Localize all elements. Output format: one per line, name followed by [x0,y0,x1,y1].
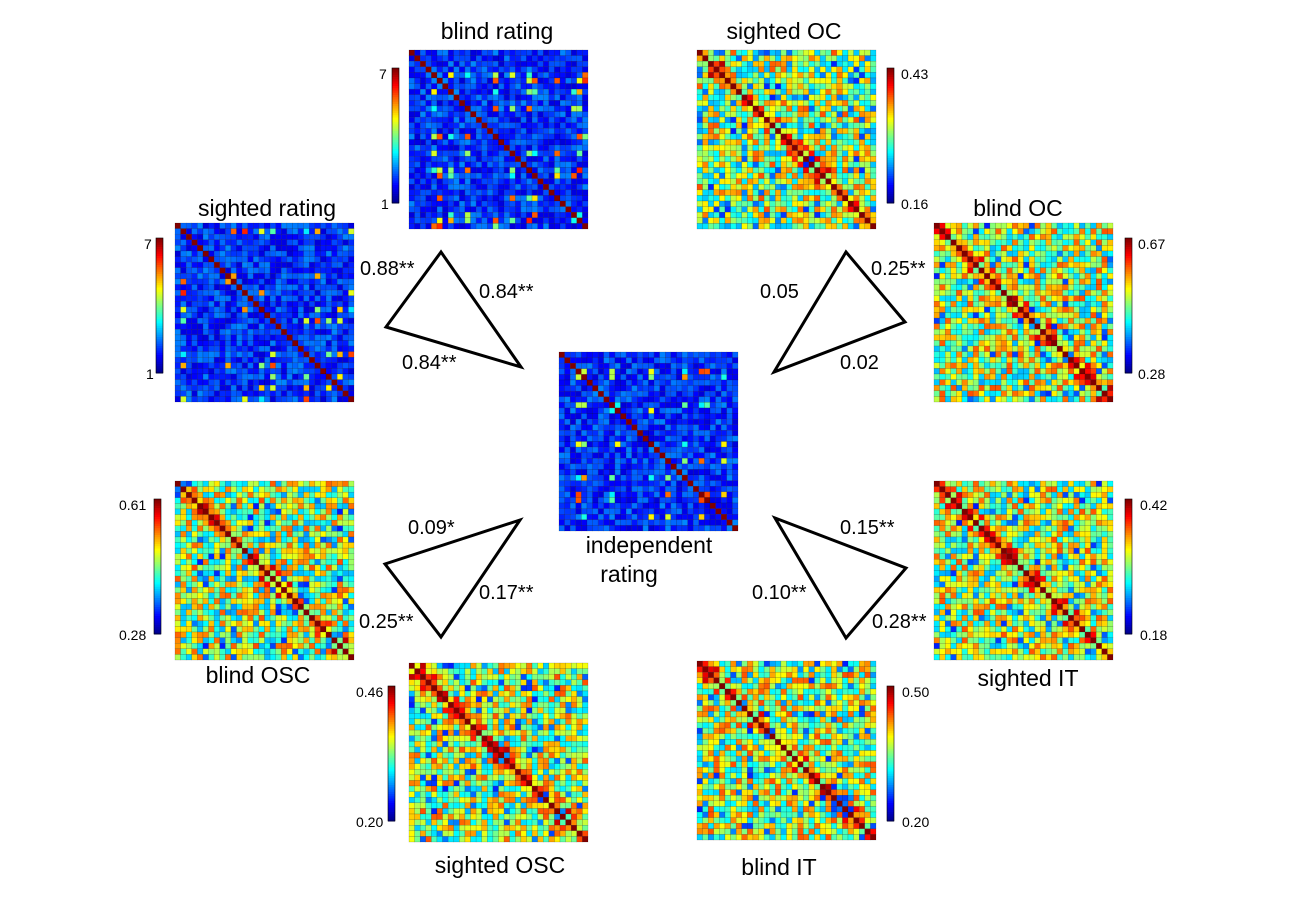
corr-rating-3: 0.84** [402,352,457,374]
cbar-max-blind-osc: 0.61 [119,497,147,513]
cbar-max-sighted-it: 0.42 [1140,497,1168,513]
corr-rating-2: 0.84** [479,281,534,303]
title-blind-it: blind IT [741,854,817,880]
matrix-independent-rating [558,351,739,532]
colorbar-sighted-oc [886,67,895,204]
corr-oc-2: 0.25** [871,258,926,280]
colorbar-sighted-rating [155,237,164,374]
osc-triangle [382,517,524,640]
corr-it-1: 0.15** [840,517,895,539]
cbar-min-sighted-it: 0.18 [1140,627,1168,643]
matrix-blind-oc [933,222,1114,403]
cbar-max-blind-it: 0.50 [902,684,930,700]
corr-it-2: 0.10** [752,582,807,604]
corr-oc-1: 0.05 [760,281,799,303]
cbar-max-blind-rating: 7 [379,66,387,82]
title-blind-oc: blind OC [973,195,1063,221]
cbar-max-sighted-osc: 0.46 [356,684,384,700]
corr-osc-2: 0.17** [479,582,534,604]
corr-it-3: 0.28** [872,611,927,633]
corr-osc-3: 0.25** [359,611,414,633]
colorbar-blind-oc [1124,237,1133,374]
cbar-min-sighted-osc: 0.20 [356,814,384,830]
title-sighted-osc: sighted OSC [434,852,566,878]
cbar-min-blind-oc: 0.28 [1138,366,1166,382]
colorbar-blind-it [886,685,895,822]
cbar-min-sighted-oc: 0.16 [901,196,929,212]
corr-rating-1: 0.88** [360,258,415,280]
matrix-sighted-osc [408,662,589,843]
cbar-min-blind-rating: 1 [381,196,389,212]
cbar-max-sighted-rating: 7 [144,236,152,252]
colorbar-sighted-it [1124,498,1133,635]
title-sighted-rating: sighted rating [197,195,337,221]
matrix-sighted-oc [696,49,877,230]
title-blind-rating: blind rating [440,18,554,44]
matrix-blind-it [696,660,877,841]
cbar-max-sighted-oc: 0.43 [901,66,929,82]
colorbar-blind-rating [391,67,400,204]
title-blind-osc: blind OSC [205,662,311,688]
matrix-sighted-it [933,480,1114,661]
corr-osc-1: 0.09* [408,517,455,539]
title-independent-rating-line1: independent [585,532,713,558]
matrix-sighted-rating [174,222,355,403]
colorbar-sighted-osc [387,685,396,822]
matrix-blind-osc [174,480,355,661]
title-independent-rating-line2: rating [600,561,658,587]
title-sighted-oc: sighted OC [726,18,842,44]
it-triangle [771,515,909,641]
cbar-max-blind-oc: 0.67 [1138,236,1166,252]
oc-triangle [770,249,908,375]
colorbar-blind-osc [153,498,162,635]
cbar-min-blind-it: 0.20 [902,814,930,830]
matrix-blind-rating [408,49,589,230]
corr-oc-3: 0.02 [840,352,879,374]
title-sighted-it: sighted IT [977,665,1079,691]
rating-triangle [383,249,525,370]
cbar-min-sighted-rating: 1 [146,366,154,382]
cbar-min-blind-osc: 0.28 [119,627,147,643]
